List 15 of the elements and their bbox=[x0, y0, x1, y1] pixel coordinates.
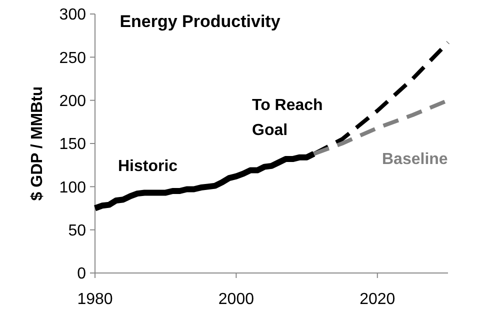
y-tick-label: 200 bbox=[59, 92, 86, 110]
y-tick-label: 250 bbox=[59, 50, 86, 67]
series-label: To Reach Goal bbox=[252, 97, 323, 139]
y-tick-label: 150 bbox=[59, 136, 86, 154]
x-tick-label: 2000 bbox=[218, 291, 254, 308]
x-tick-label: 1980 bbox=[77, 291, 113, 308]
y-tick-label: 100 bbox=[59, 179, 86, 196]
y-tick-label: 50 bbox=[68, 222, 86, 240]
y-axis-title: $ GDP / MMBtu bbox=[29, 86, 46, 201]
y-tick-label: 300 bbox=[59, 6, 86, 24]
y-tick-label: 0 bbox=[77, 266, 86, 283]
series-label: Baseline bbox=[382, 151, 448, 168]
x-tick-label: 2020 bbox=[360, 291, 396, 308]
series-label: Historic bbox=[118, 158, 178, 175]
chart-title: Energy Productivity bbox=[120, 12, 281, 31]
